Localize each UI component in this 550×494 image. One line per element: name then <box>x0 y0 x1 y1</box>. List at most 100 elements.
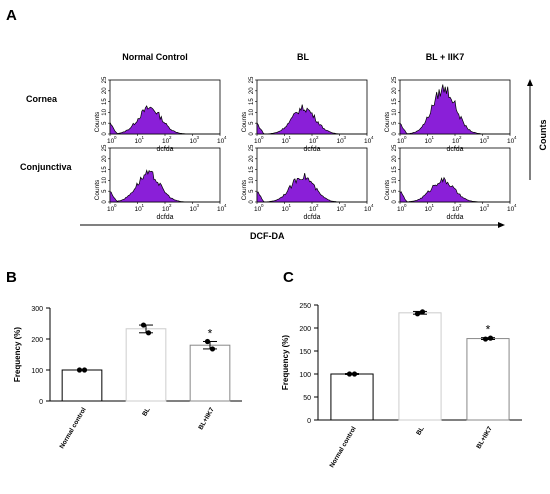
category-label: BL <box>141 406 151 417</box>
y-tick-label: 0 <box>307 418 311 425</box>
y-tick-label: 10 <box>249 108 255 115</box>
y-tick-label: 0 <box>102 200 108 204</box>
x-tick-label: 10 <box>452 206 460 213</box>
y-axis-label: Counts <box>94 111 101 132</box>
x-tick-exponent: 2 <box>169 135 172 140</box>
y-tick-label: 5 <box>392 121 398 125</box>
bar <box>189 344 231 402</box>
column-header: BL <box>297 52 309 62</box>
panel-label-b: B <box>6 269 17 286</box>
y-tick-label: 250 <box>299 303 311 310</box>
y-tick-label: 5 <box>102 121 108 125</box>
x-tick-exponent: 2 <box>459 203 462 208</box>
y-tick-label: 15 <box>102 166 108 173</box>
y-tick-label: 25 <box>392 144 398 151</box>
y-tick-label: 0 <box>249 132 255 136</box>
y-tick-label: 100 <box>299 372 311 379</box>
panel-c-bar-chart: 0 50 100 150 200 250 Frequency (%) Normal contr… <box>281 303 522 469</box>
x-tick-exponent: 0 <box>404 203 407 208</box>
x-tick-label: 10 <box>480 138 488 145</box>
x-axis-label: dcfda <box>156 146 173 153</box>
y-tick-label: 0 <box>392 200 398 204</box>
y-axis-label: Counts <box>384 111 391 132</box>
panel-label-a: A <box>6 7 17 24</box>
y-tick-label: 25 <box>102 76 108 83</box>
x-tick-label: 10 <box>364 206 372 213</box>
counts-global-label: Counts <box>538 120 548 151</box>
x-tick-label: 10 <box>337 206 345 213</box>
category-label: Normal control <box>329 425 358 469</box>
y-tick-label: 15 <box>102 98 108 105</box>
y-tick-label: 5 <box>249 121 255 125</box>
x-tick-label: 10 <box>282 206 290 213</box>
panel-a-flow-histograms: Normal Control BL BL + IIK7 Cornea Conjuncti… <box>20 52 517 221</box>
y-tick-label: 10 <box>249 176 255 183</box>
y-tick-label: 200 <box>31 337 43 344</box>
bar <box>466 338 510 421</box>
y-tick-label: 25 <box>249 144 255 151</box>
y-axis-label: Counts <box>241 111 248 132</box>
y-tick-label: 20 <box>249 87 255 94</box>
x-tick-exponent: 4 <box>371 203 374 208</box>
x-tick-label: 10 <box>425 206 433 213</box>
bar <box>61 369 103 402</box>
x-tick-label: 10 <box>190 206 198 213</box>
x-tick-exponent: 0 <box>261 135 264 140</box>
x-tick-label: 10 <box>480 206 488 213</box>
y-tick-label: 200 <box>299 326 311 333</box>
bar <box>125 328 167 402</box>
x-tick-label: 10 <box>397 206 405 213</box>
panel-label-c: C <box>283 269 294 286</box>
histogram-area <box>256 104 367 135</box>
y-tick-label: 25 <box>392 76 398 83</box>
x-tick-exponent: 3 <box>197 203 200 208</box>
y-tick-label: 15 <box>249 166 255 173</box>
x-axis-label: dcfda <box>303 214 320 221</box>
x-tick-label: 10 <box>107 206 115 213</box>
x-tick-label: 10 <box>507 138 515 145</box>
data-point <box>482 336 489 342</box>
category-label: Normal control <box>59 406 88 450</box>
data-point <box>351 371 358 377</box>
x-tick-exponent: 3 <box>487 203 490 208</box>
significance-star: * <box>486 323 491 337</box>
y-tick-label: 25 <box>249 76 255 83</box>
y-axis-label: Counts <box>384 179 391 200</box>
x-tick-label: 10 <box>282 138 290 145</box>
x-tick-exponent: 4 <box>224 135 227 140</box>
y-tick-label: 0 <box>392 132 398 136</box>
x-tick-exponent: 3 <box>344 135 347 140</box>
x-tick-exponent: 4 <box>371 135 374 140</box>
column-header: Normal Control <box>122 52 188 62</box>
x-tick-label: 10 <box>254 206 262 213</box>
y-tick-label: 20 <box>392 87 398 94</box>
data-point <box>140 322 147 328</box>
y-tick-label: 0 <box>102 132 108 136</box>
histogram-area <box>109 105 220 135</box>
y-tick-label: 10 <box>392 176 398 183</box>
y-tick-label: 5 <box>392 189 398 193</box>
y-axis-label: Frequency (%) <box>13 327 22 382</box>
histogram-area <box>109 169 220 203</box>
y-tick-label: 100 <box>31 368 43 375</box>
category-label: BL+IIK7 <box>475 425 493 450</box>
y-tick-label: 5 <box>102 189 108 193</box>
dcfda-global-label: DCF-DA <box>250 231 285 241</box>
x-tick-exponent: 3 <box>344 203 347 208</box>
x-tick-exponent: 0 <box>404 135 407 140</box>
x-tick-exponent: 1 <box>142 203 145 208</box>
data-point <box>81 367 88 373</box>
x-tick-label: 10 <box>507 206 515 213</box>
data-point <box>487 335 494 341</box>
y-tick-label: 15 <box>392 166 398 173</box>
x-axis-label: dcfda <box>156 214 173 221</box>
category-label: BL+IIK7 <box>197 406 215 431</box>
x-tick-label: 10 <box>337 138 345 145</box>
x-tick-label: 10 <box>309 206 317 213</box>
x-tick-label: 10 <box>217 206 225 213</box>
x-tick-exponent: 0 <box>114 203 117 208</box>
counts-arrowhead <box>527 79 533 86</box>
x-tick-exponent: 4 <box>514 135 517 140</box>
x-tick-label: 10 <box>162 138 170 145</box>
